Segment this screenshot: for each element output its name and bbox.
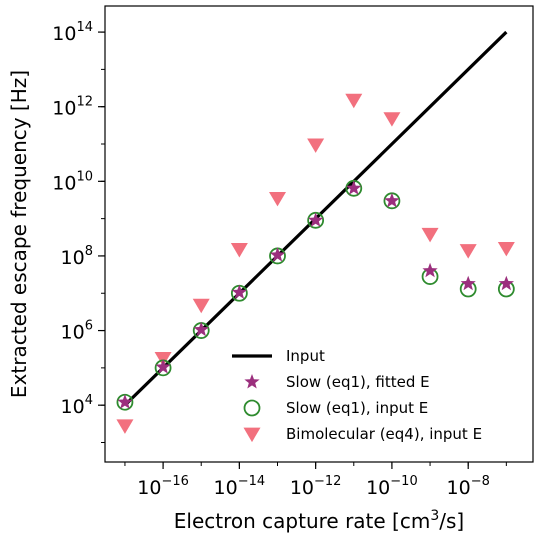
plot-frame [104, 5, 534, 463]
slow-fitted-e-point [460, 275, 476, 291]
slow-fitted-e-point [498, 275, 514, 291]
slow-fitted-e-point [269, 247, 286, 262]
slow-fitted-e-point [384, 192, 400, 208]
bimolecular-point [230, 242, 248, 258]
legend: Input Slow (eq1), fitted E Slow (eq1), inp… [232, 347, 482, 443]
bimolecular-point [269, 191, 287, 207]
slow-fitted-e-point [117, 394, 133, 409]
legend-label: Slow (eq1), input E [286, 399, 428, 417]
bimolecular-point [307, 138, 325, 153]
bimolecular-point [421, 227, 439, 243]
y-tick-label: 1014 [52, 20, 93, 45]
legend-marker-star [244, 374, 260, 389]
slow-fitted-e-point [422, 262, 438, 278]
y-tick-label: 108 [61, 244, 93, 269]
x-tick-label: 10−10 [366, 474, 418, 499]
legend-label: Input [286, 347, 325, 365]
y-tick-label: 104 [61, 393, 93, 418]
bimolecular-point [459, 244, 477, 259]
bimolecular-point [116, 419, 134, 434]
x-axis-label: Electron capture rate [cm3/s] [174, 508, 464, 533]
plot-border [104, 5, 534, 463]
y-axis-ticks: 104 106 108 1010 1012 1014 [52, 20, 105, 443]
bimolecular-point [383, 112, 401, 127]
y-axis-label: Extracted escape frequency [Hz] [7, 70, 31, 398]
bimolecular-point [497, 241, 515, 257]
y-tick-label: 1012 [52, 95, 93, 120]
slow-fitted-e-point [231, 284, 247, 299]
slow-fitted-e-point [346, 180, 362, 195]
bimolecular-point [345, 93, 363, 109]
x-tick-label: 10−8 [447, 474, 490, 499]
series-layer [116, 30, 515, 434]
legend-label: Bimolecular (eq4), input E [286, 425, 482, 443]
x-tick-label: 10−14 [214, 474, 266, 499]
slow-fitted-e-point [193, 321, 209, 337]
legend-marker-circle [243, 399, 261, 417]
slow-fitted-e-point [155, 359, 171, 374]
x-tick-label: 10−12 [290, 474, 342, 499]
bimolecular-point [192, 298, 210, 314]
slow-fitted-e-point [308, 212, 324, 227]
y-tick-label: 1010 [52, 169, 93, 194]
x-axis-ticks: 10−16 10−14 10−12 10−10 10−8 [124, 462, 507, 499]
legend-marker-triangle [243, 427, 261, 443]
legend-label: Slow (eq1), fitted E [286, 373, 430, 391]
y-tick-label: 106 [61, 319, 93, 344]
x-tick-label: 10−16 [137, 474, 189, 499]
